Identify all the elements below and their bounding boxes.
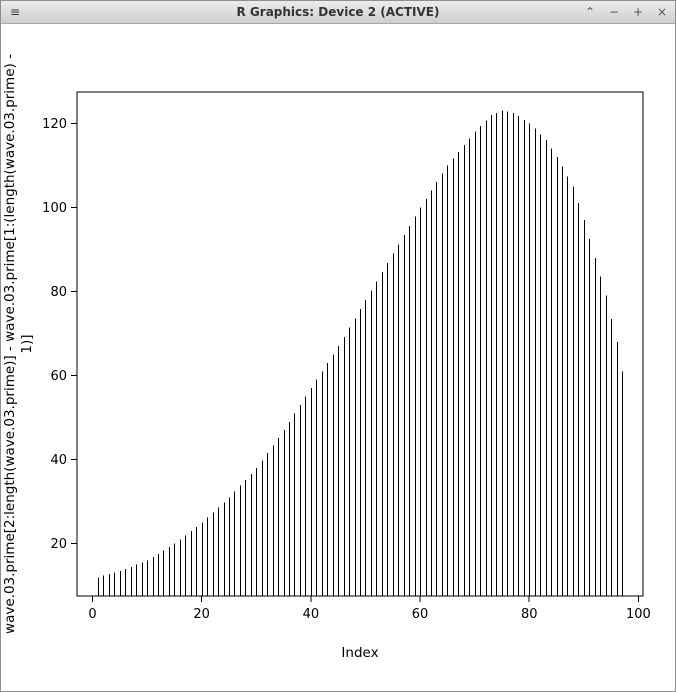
x-tick-label: 100 [626, 607, 651, 622]
x-axis-label: Index [341, 645, 378, 661]
y-axis: 20 40 60 80 100 120 [42, 117, 77, 552]
plot-device-area: 0 20 40 60 80 100 20 40 60 80 100 120 Index wave.03.p… [1, 24, 675, 691]
r-plot-canvas: 0 20 40 60 80 100 20 40 60 80 100 120 Index wave.03.p… [2, 54, 651, 661]
y-tick-label: 40 [50, 453, 67, 468]
plot-box [76, 91, 644, 597]
x-tick-label: 0 [88, 607, 96, 622]
data-vertical-lines [98, 110, 623, 596]
y-tick-label: 120 [42, 117, 67, 132]
x-tick-label: 20 [193, 607, 210, 622]
x-tick-label: 60 [412, 607, 429, 622]
x-axis: 0 20 40 60 80 100 [88, 596, 651, 622]
close-button[interactable]: × [656, 5, 668, 19]
y-tick-label: 80 [50, 285, 67, 300]
minimize-button[interactable]: − [608, 5, 620, 19]
y-axis-label-line2: 1)] [19, 334, 35, 353]
window-controls: ⌃ − + × [583, 4, 669, 20]
y-axis-label-line1: wave.03.prime[2:length(wave.03.prime)] -… [2, 54, 18, 634]
x-tick-label: 80 [521, 607, 538, 622]
y-tick-label: 60 [50, 369, 67, 384]
y-tick-label: 100 [42, 201, 67, 216]
maximize-button[interactable]: + [632, 5, 644, 19]
window-title: R Graphics: Device 2 (ACTIVE) [236, 5, 440, 19]
shade-button[interactable]: ⌃ [584, 5, 596, 19]
window-titlebar: ≡ R Graphics: Device 2 (ACTIVE) ⌃ − + × [1, 1, 675, 24]
x-tick-label: 40 [303, 607, 320, 622]
window-menu-icon[interactable]: ≡ [9, 5, 21, 19]
y-tick-label: 20 [50, 537, 67, 552]
